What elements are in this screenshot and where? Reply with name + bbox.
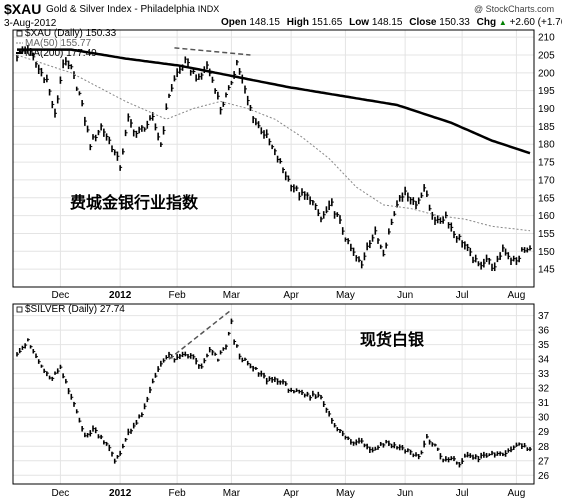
x-tick-label: Jun xyxy=(397,290,413,301)
exchange-label: INDX xyxy=(197,4,220,14)
index-name: Gold & Silver Index - Philadelphia INDX xyxy=(46,4,219,15)
x-tick-label: Mar xyxy=(223,488,241,499)
y-tick-label: 37 xyxy=(538,311,550,322)
x-tick-label: Dec xyxy=(52,488,70,499)
panel-annotation: 费城金银行业指数 xyxy=(70,193,199,212)
ma200-line xyxy=(17,48,531,155)
y-tick-label: 205 xyxy=(538,50,555,61)
y-tick-label: 185 xyxy=(538,122,555,133)
x-tick-label: Aug xyxy=(508,488,526,499)
high-value: 151.65 xyxy=(311,17,343,28)
panel-frame xyxy=(12,303,535,485)
y-tick-label: 35 xyxy=(538,340,550,351)
y-tick-label: 170 xyxy=(538,175,555,186)
x-tick-label: Mar xyxy=(223,290,241,301)
y-tick-label: 210 xyxy=(538,33,555,44)
x-tick-label: Jun xyxy=(397,488,413,499)
low-value: 148.15 xyxy=(371,17,403,28)
ticker-symbol: $XAU xyxy=(4,1,42,17)
x-tick-label: Feb xyxy=(169,290,187,301)
y-tick-label: 28 xyxy=(538,442,550,453)
open-label: Open xyxy=(221,17,247,28)
y-tick-label: 33 xyxy=(538,369,550,380)
close-label: Close xyxy=(409,17,437,28)
close-value: 150.33 xyxy=(439,17,470,28)
change-value: +2.60 (+1.76%) xyxy=(509,17,562,28)
y-tick-label: 150 xyxy=(538,247,555,258)
y-tick-label: 27 xyxy=(538,456,550,467)
open-value: 148.15 xyxy=(249,17,280,28)
x-tick-label: May xyxy=(336,488,355,499)
y-tick-label: 200 xyxy=(538,68,555,79)
x-tick-label: Feb xyxy=(169,488,187,499)
y-tick-label: 155 xyxy=(538,229,555,240)
up-arrow-icon: ▲ xyxy=(498,18,507,27)
y-tick-label: 165 xyxy=(538,193,555,204)
x-tick-label: Dec xyxy=(52,290,70,301)
low-label: Low xyxy=(349,17,370,28)
legend-price-swatch xyxy=(16,30,23,37)
x-tick-label: Apr xyxy=(283,488,299,499)
x-tick-label: Jul xyxy=(456,488,469,499)
panel-annotation: 现货白银 xyxy=(360,330,425,349)
y-tick-label: 29 xyxy=(538,427,550,438)
y-tick-label: 34 xyxy=(538,355,550,366)
y-tick-label: 145 xyxy=(538,265,555,276)
x-tick-label: 2012 xyxy=(109,290,132,301)
legend-entry: $SILVER (Daily) 27.74 xyxy=(25,304,125,315)
y-tick-label: 195 xyxy=(538,86,555,97)
legend-entry: MA(50) 155.77 xyxy=(25,38,92,49)
change-label: Chg xyxy=(476,17,497,28)
y-tick-label: 190 xyxy=(538,104,555,115)
trend-line xyxy=(168,309,232,360)
legend-entry: MA(200) 177.49 xyxy=(25,48,97,59)
legend-entry: $XAU (Daily) 150.33 xyxy=(25,28,117,39)
x-tick-label: Aug xyxy=(508,290,526,301)
y-tick-label: 36 xyxy=(538,326,550,337)
watermark: @ StockCharts.com xyxy=(474,4,555,14)
x-tick-label: May xyxy=(336,290,355,301)
y-tick-label: 31 xyxy=(538,398,550,409)
x-tick-label: Jul xyxy=(456,290,469,301)
index-name-text: Gold & Silver Index - Philadelphia xyxy=(46,4,195,15)
quote-date: 3-Aug-2012 xyxy=(4,18,57,29)
ma50-line xyxy=(16,54,531,232)
legend-price-swatch xyxy=(16,306,23,313)
high-label: High xyxy=(286,17,309,28)
y-tick-label: 26 xyxy=(538,471,550,482)
y-tick-label: 175 xyxy=(538,158,555,169)
y-tick-label: 30 xyxy=(538,413,550,424)
y-tick-label: 180 xyxy=(538,140,555,151)
trend-line xyxy=(174,47,251,56)
x-tick-label: 2012 xyxy=(109,488,132,499)
y-tick-label: 160 xyxy=(538,211,555,222)
y-tick-label: 32 xyxy=(538,384,550,395)
ohlc-line: Open 148.15 High 151.65 Low 148.15 Close… xyxy=(221,17,562,28)
x-tick-label: Apr xyxy=(283,290,299,301)
panel-frame xyxy=(12,29,535,288)
